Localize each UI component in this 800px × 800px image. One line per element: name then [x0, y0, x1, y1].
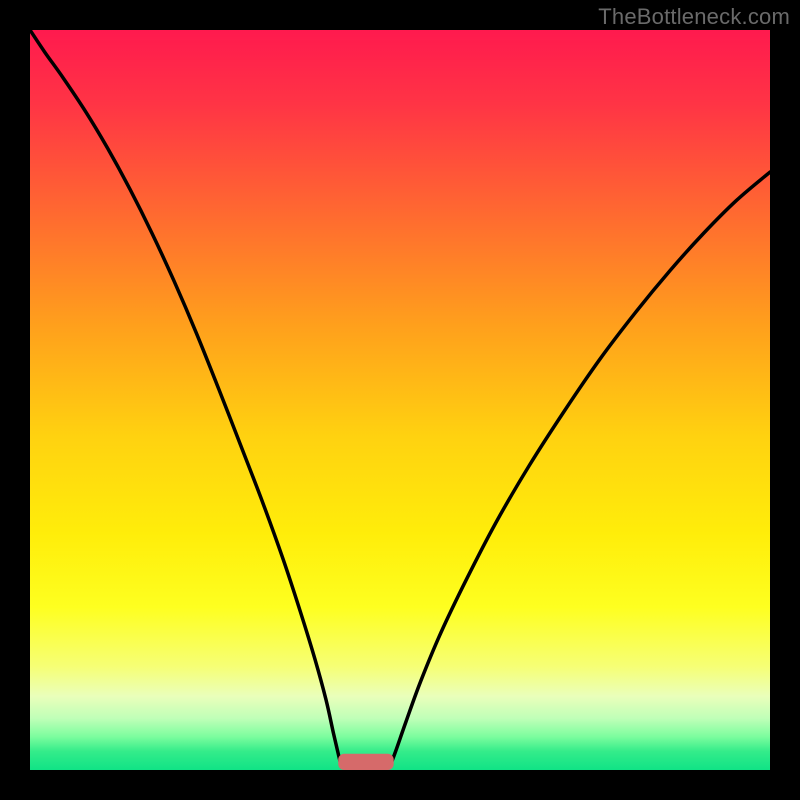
watermark-text: TheBottleneck.com: [598, 4, 790, 30]
optimal-marker: [338, 754, 394, 770]
chart-svg: [0, 0, 800, 800]
chart-stage: TheBottleneck.com: [0, 0, 800, 800]
plot-background: [30, 30, 770, 770]
